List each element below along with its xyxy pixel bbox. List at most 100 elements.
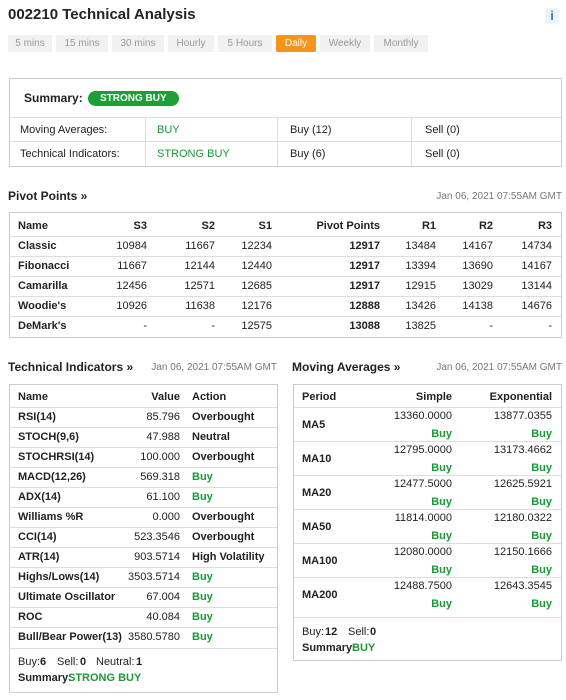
table-cell: Buy: [431, 428, 452, 440]
table-cell: 523.3546: [134, 531, 180, 543]
table-header: S1: [258, 220, 272, 232]
table-cell: 14167: [521, 260, 552, 272]
footer-value: BUY: [352, 642, 376, 654]
timestamp: Jan 06, 2021 07:55AM GMT: [436, 362, 562, 373]
table-cell: Bull/Bear Power(13): [18, 631, 122, 643]
table-cell: 14734: [521, 240, 552, 252]
table-cell: Buy: [431, 530, 452, 542]
table-cell: 14676: [521, 300, 552, 312]
footer-label: Summary:: [302, 642, 356, 654]
table-cell: Buy: [531, 598, 552, 610]
section-title[interactable]: Technical Indicators »: [8, 360, 134, 374]
table-header: Pivot Points: [316, 220, 380, 232]
table-cell: 13484: [405, 240, 436, 252]
table-cell: 12917: [349, 260, 380, 272]
table-cell: Buy: [431, 496, 452, 508]
divider: [10, 467, 277, 468]
divider: [294, 509, 561, 510]
table-cell: 13394: [405, 260, 436, 272]
table-cell: 12575: [241, 320, 272, 332]
divider: [411, 117, 412, 166]
table-cell: Buy: [192, 571, 213, 583]
table-cell: 903.5714: [134, 551, 180, 563]
divider: [10, 527, 277, 528]
table-cell: 12888: [349, 300, 380, 312]
table-cell: ADX(14): [18, 491, 61, 503]
timeframe-tab[interactable]: Daily: [276, 35, 316, 52]
divider: [10, 256, 561, 257]
table-header: R3: [537, 220, 552, 232]
table-header: R2: [478, 220, 493, 232]
table-cell: 12571: [184, 280, 215, 292]
table-cell: 13690: [462, 260, 493, 272]
table-cell: 569.318: [140, 471, 180, 483]
timeframe-tab[interactable]: 5 Hours: [218, 35, 272, 52]
timeframe-tab[interactable]: 5 mins: [8, 35, 52, 52]
table-cell: MA50: [302, 521, 332, 533]
table-header: Value: [151, 391, 180, 403]
table-cell: 13144: [521, 280, 552, 292]
timeframe-tab[interactable]: Weekly: [320, 35, 370, 52]
info-icon[interactable]: i: [545, 8, 559, 24]
table-header: S2: [201, 220, 215, 232]
divider: [145, 117, 146, 166]
table-cell: 13877.0355: [493, 410, 552, 422]
table-cell: ATR(14): [18, 551, 60, 563]
timeframe-tab[interactable]: Monthly: [374, 35, 428, 52]
table-cell: RSI(14): [18, 411, 56, 423]
table-cell: 12234: [241, 240, 272, 252]
divider: [10, 407, 277, 408]
table-cell: 12176: [241, 300, 272, 312]
table-cell: 61.100: [146, 491, 180, 503]
divider: [294, 441, 561, 442]
divider: [10, 141, 561, 142]
summary-row-sell: Sell (0): [425, 124, 460, 136]
table-cell: MACD(12,26): [18, 471, 86, 483]
table-header: Period: [302, 391, 337, 403]
table-header: S3: [133, 220, 147, 232]
table-cell: -: [548, 320, 552, 332]
table-cell: Fibonacci: [18, 260, 70, 272]
summary-row-verdict: STRONG BUY: [157, 148, 230, 160]
timeframe-tab[interactable]: Hourly: [168, 35, 214, 52]
table-cell: 47.988: [146, 431, 180, 443]
table-cell: Buy: [531, 428, 552, 440]
section-title[interactable]: Moving Averages »: [292, 360, 401, 374]
timeframe-tab[interactable]: 15 mins: [56, 35, 108, 52]
footer-label: Sell:: [348, 626, 370, 638]
table-cell: 3503.5714: [128, 571, 180, 583]
table-cell: Neutral: [192, 431, 230, 443]
summary-row-label: Technical Indicators:: [20, 148, 120, 160]
table-cell: STOCHRSI(14): [18, 451, 95, 463]
table-header: Name: [18, 220, 48, 232]
table-cell: 3580.5780: [128, 631, 180, 643]
section-title[interactable]: Pivot Points »: [8, 189, 88, 203]
divider: [10, 547, 277, 548]
footer-value: 0: [370, 626, 377, 638]
summary-row-verdict: BUY: [157, 124, 180, 136]
table-cell: Overbought: [192, 531, 255, 543]
divider: [294, 475, 561, 476]
table-cell: 12477.5000: [393, 478, 452, 490]
table-cell: MA100: [302, 555, 338, 567]
indicators-box: [9, 384, 278, 693]
timeframe-tab[interactable]: 30 mins: [112, 35, 164, 52]
table-cell: DeMark's: [18, 320, 67, 332]
table-cell: 13825: [405, 320, 436, 332]
divider: [294, 617, 561, 618]
table-cell: 12915: [405, 280, 436, 292]
table-cell: 12685: [241, 280, 272, 292]
table-cell: Overbought: [192, 411, 255, 423]
summary-row-label: Moving Averages:: [20, 124, 108, 136]
table-cell: Buy: [431, 564, 452, 576]
table-cell: MA200: [302, 589, 338, 601]
divider: [10, 296, 561, 297]
divider: [10, 427, 277, 428]
table-cell: 11667: [117, 260, 147, 272]
table-cell: 40.084: [146, 611, 180, 623]
footer-label: Neutral:: [96, 656, 135, 668]
divider: [10, 567, 277, 568]
divider: [10, 236, 561, 237]
table-cell: 10926: [116, 300, 147, 312]
